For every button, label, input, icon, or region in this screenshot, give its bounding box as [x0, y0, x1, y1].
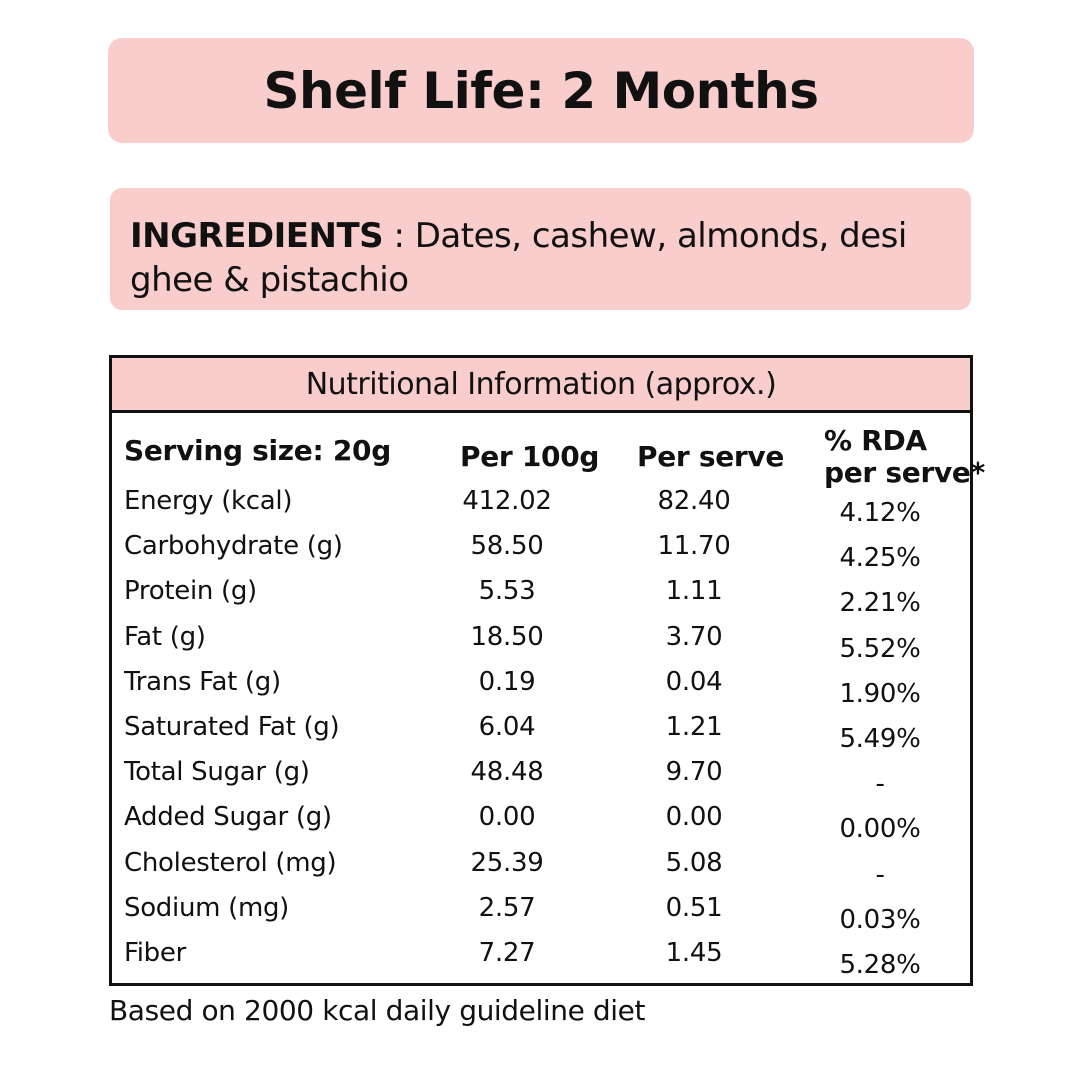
value-per-100g: 58.50: [470, 531, 544, 562]
value-per-serve: 1.11: [665, 576, 723, 607]
ingredients-list: : Dates, cashew, almonds, desi ghee & pi…: [130, 216, 907, 300]
column-header-rda-line2: per serve*: [824, 456, 985, 489]
nutrient-name: Protein (g): [124, 576, 257, 607]
value-per-serve: 11.70: [657, 531, 731, 562]
value-per-100g: 5.53: [478, 576, 536, 607]
value-per-serve: 0.51: [665, 892, 723, 923]
column-header-per-100g: Per 100g: [460, 440, 600, 473]
value-per-serve: 0.04: [665, 666, 723, 697]
value-rda: -: [875, 859, 885, 890]
value-per-100g: 48.48: [470, 757, 544, 788]
value-per-serve: 5.08: [665, 847, 723, 878]
value-per-100g: 25.39: [470, 847, 544, 878]
nutrition-rows: Energy (kcal) 412.02 82.40 4.12% Carbohydrat…: [112, 486, 970, 983]
value-per-100g: 0.19: [478, 666, 536, 697]
nutrient-name: Fiber: [124, 937, 186, 968]
value-rda: 5.28%: [839, 949, 921, 980]
column-header-rda-line1: % RDA: [824, 424, 927, 457]
value-per-100g: 7.27: [478, 937, 536, 968]
table-row: Trans Fat (g) 0.19 0.04 1.90%: [112, 667, 970, 712]
table-row: Added Sugar (g) 0.00 0.00 0.00%: [112, 802, 970, 847]
value-per-100g: 0.00: [478, 802, 536, 833]
value-rda: 4.12%: [839, 498, 921, 528]
nutrient-name: Carbohydrate (g): [124, 531, 343, 562]
value-per-serve: 9.70: [665, 757, 723, 788]
value-per-serve: 1.45: [665, 937, 723, 968]
value-per-serve: 3.70: [665, 621, 723, 652]
nutrient-name: Saturated Fat (g): [124, 711, 340, 742]
table-row: Fiber 7.27 1.45 5.28%: [112, 938, 970, 983]
value-per-100g: 6.04: [478, 711, 536, 742]
nutrition-table: Nutritional Information (approx.) Servin…: [109, 355, 985, 986]
value-per-100g: 2.57: [478, 892, 536, 923]
nutrient-name: Cholesterol (mg): [124, 847, 337, 878]
nutrition-title: Nutritional Information (approx.): [112, 358, 970, 413]
serving-size-label: Serving size: 20g: [124, 434, 391, 467]
table-row: Fat (g) 18.50 3.70 5.52%: [112, 622, 970, 667]
value-rda: 2.21%: [839, 588, 921, 619]
value-rda: 5.49%: [839, 723, 921, 754]
nutrient-name: Sodium (mg): [124, 892, 290, 923]
column-header-per-serve: Per serve: [637, 440, 785, 473]
value-rda: 0.03%: [839, 904, 921, 935]
table-row: Protein (g) 5.53 1.11 2.21%: [112, 576, 970, 621]
nutrient-name: Fat (g): [124, 621, 206, 652]
value-rda: 0.00%: [839, 814, 921, 845]
table-row: Energy (kcal) 412.02 82.40 4.12%: [112, 486, 970, 531]
value-rda: -: [875, 769, 885, 800]
value-per-100g: 18.50: [470, 621, 544, 652]
shelf-life-banner: Shelf Life: 2 Months: [108, 38, 974, 143]
table-row: Saturated Fat (g) 6.04 1.21 5.49%: [112, 712, 970, 757]
ingredients-heading: INGREDIENTS: [130, 216, 384, 256]
table-row: Carbohydrate (g) 58.50 11.70 4.25%: [112, 531, 970, 576]
value-rda: 4.25%: [839, 543, 921, 574]
footnote: Based on 2000 kcal daily guideline diet: [109, 994, 646, 1027]
value-per-100g: 412.02: [462, 486, 552, 516]
value-rda: 1.90%: [839, 678, 921, 709]
nutrient-name: Trans Fat (g): [124, 666, 281, 697]
nutrient-name: Added Sugar (g): [124, 802, 332, 833]
table-row: Sodium (mg) 2.57 0.51 0.03%: [112, 893, 970, 938]
nutrient-name: Total Sugar (g): [124, 757, 310, 788]
table-row: Cholesterol (mg) 25.39 5.08 -: [112, 848, 970, 893]
ingredients-panel: INGREDIENTS : Dates, cashew, almonds, de…: [110, 188, 971, 310]
nutrient-name: Energy (kcal): [124, 486, 293, 516]
value-per-serve: 82.40: [657, 486, 731, 516]
value-per-serve: 0.00: [665, 802, 723, 833]
shelf-life-text: Shelf Life: 2 Months: [263, 61, 819, 120]
value-rda: 5.52%: [839, 633, 921, 664]
table-row: Total Sugar (g) 48.48 9.70 -: [112, 757, 970, 802]
value-per-serve: 1.21: [665, 711, 723, 742]
